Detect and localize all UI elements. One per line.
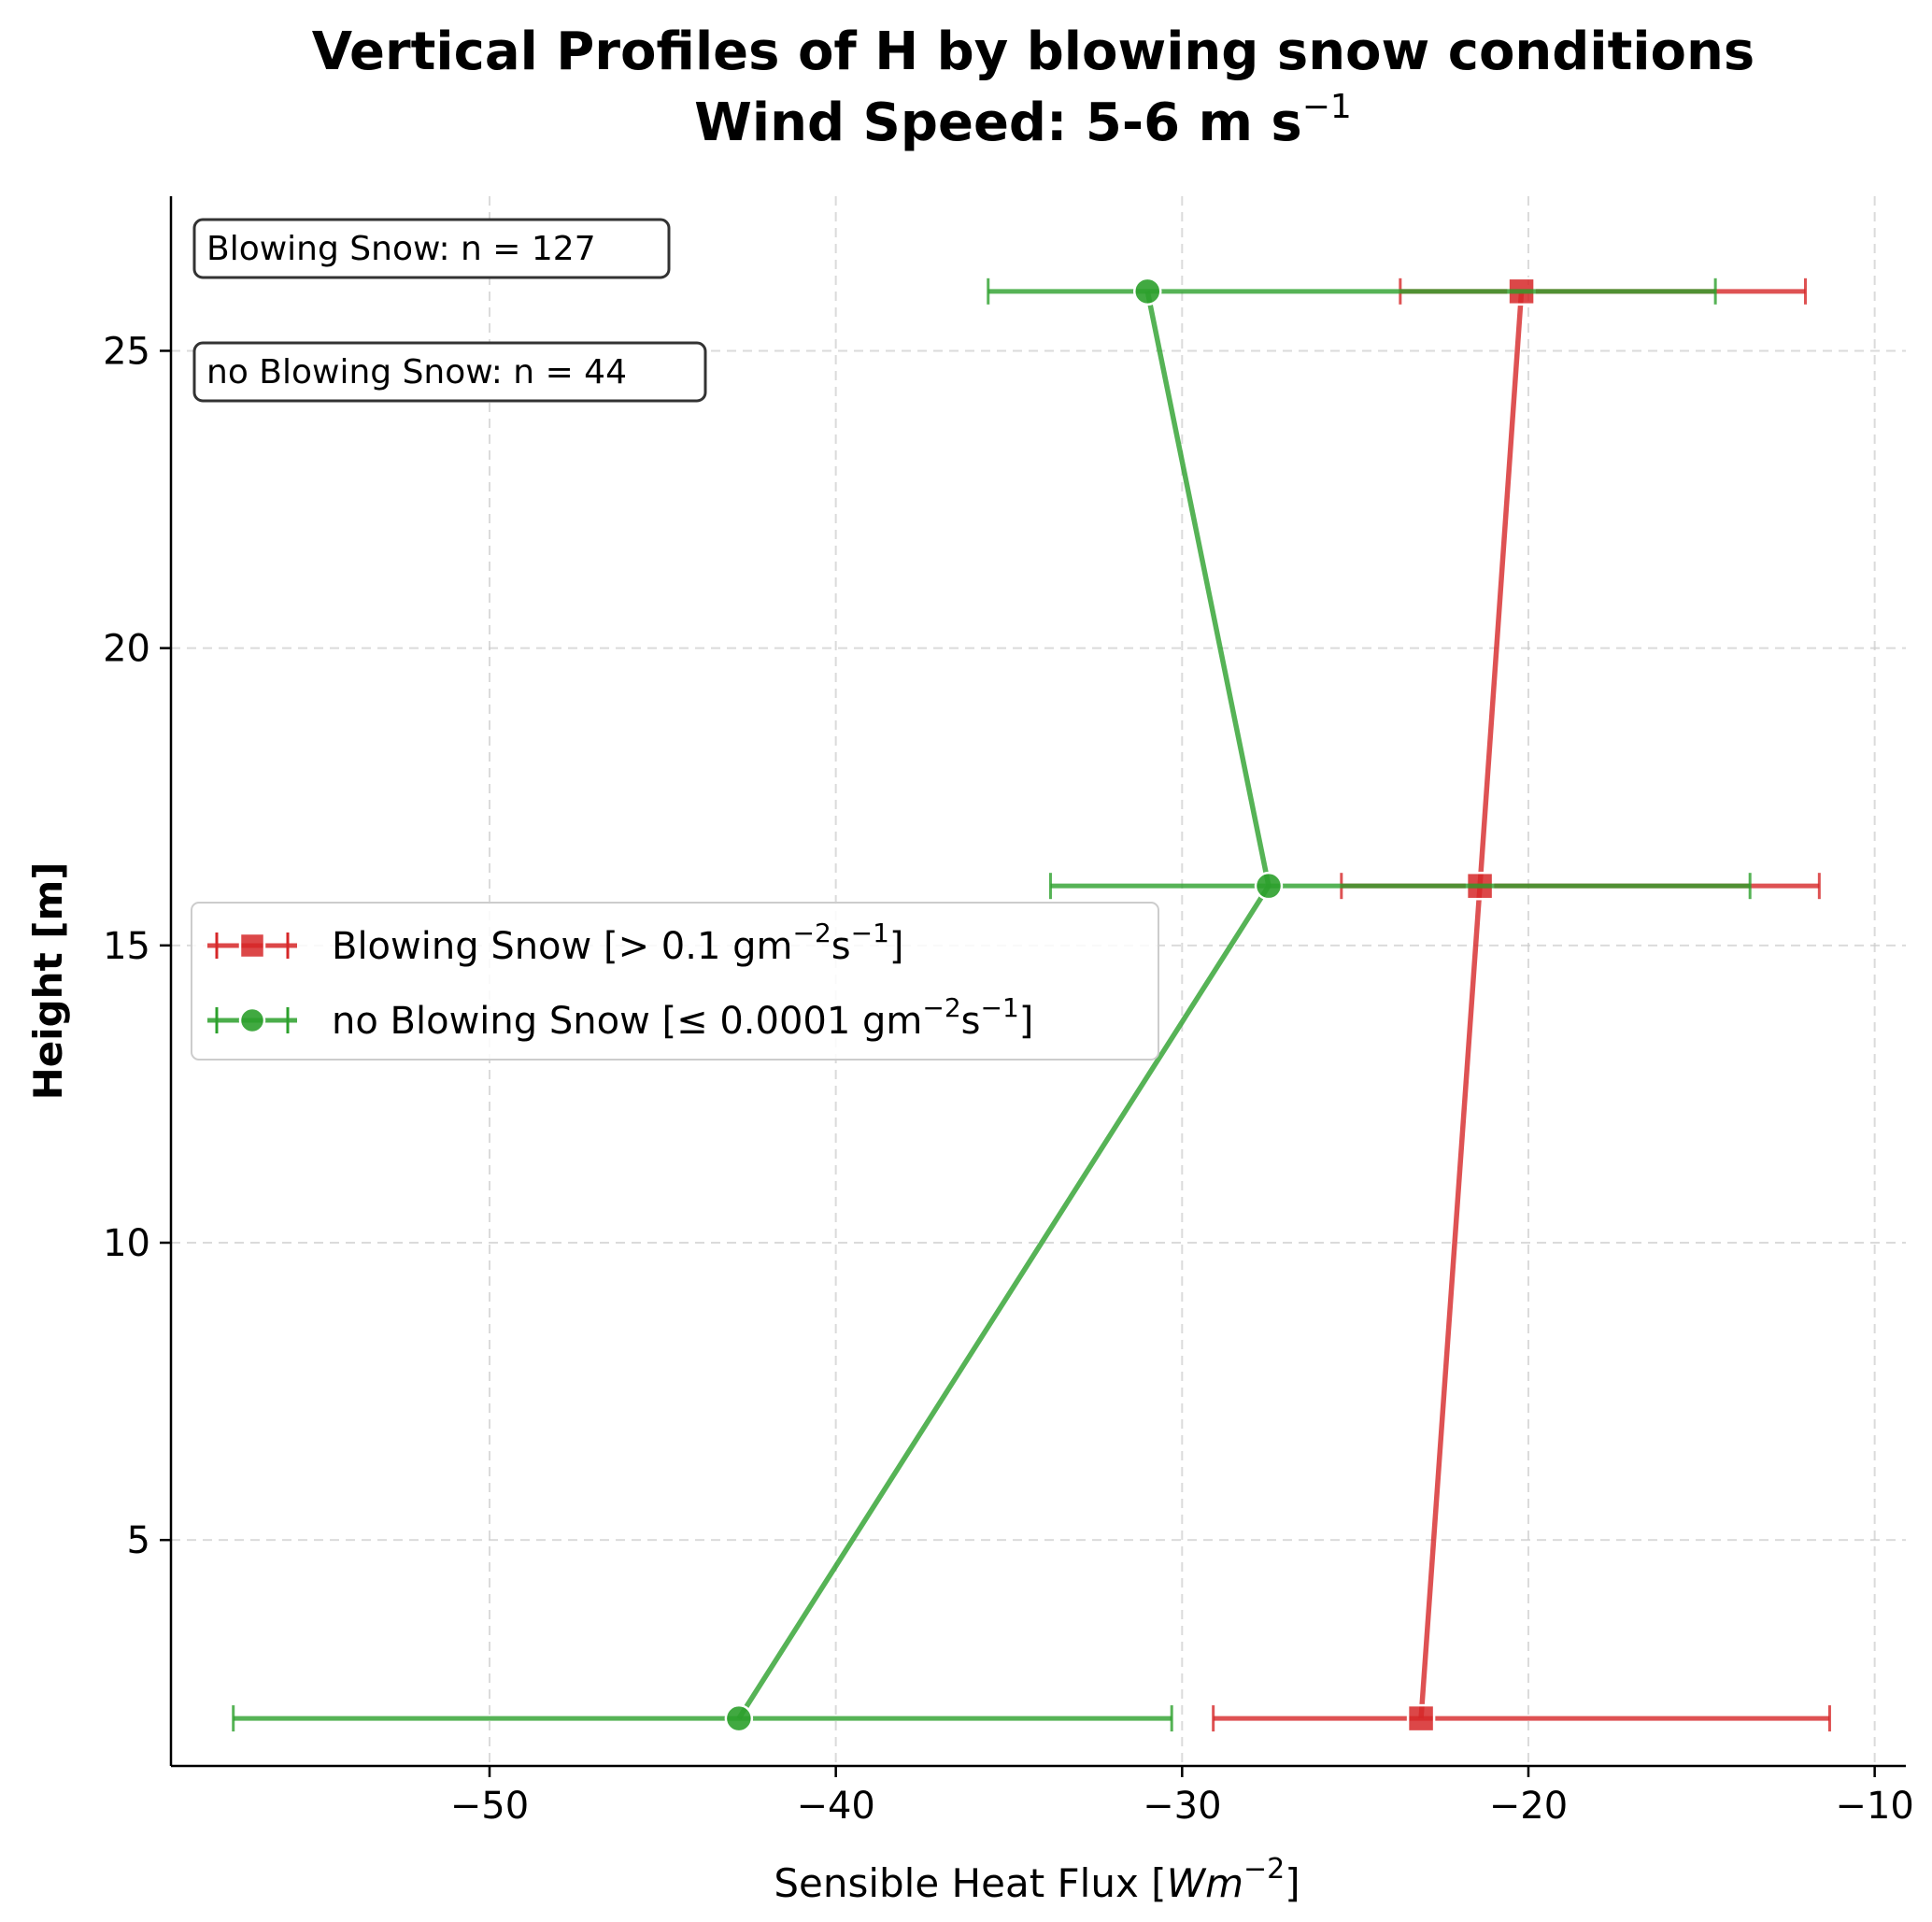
legend-label-end: ] [889,925,904,968]
legend-symbol [238,1006,266,1034]
y-tick-label: 10 [103,1222,150,1265]
x-tick-label: −50 [450,1785,529,1828]
legend-label-mid: s [961,1000,981,1043]
x-axis-label-end: ] [1285,1860,1300,1906]
chart-title-line2-main: Wind Speed: 5-6 m s [694,93,1302,153]
series-blowing-snow [1212,277,1831,1733]
series-layer [232,277,1831,1733]
x-tick-label: −20 [1489,1785,1568,1828]
legend-label-end: ] [1019,1000,1034,1043]
y-axis-label: Height [m] [25,862,71,1101]
legend-label-sup1: −2 [922,992,960,1023]
legend-item-no-blowing-snow: no Blowing Snow [≤ 0.0001 gm−2s−1] [207,992,1033,1043]
profile-line [1418,291,1525,1719]
legend-symbol [238,932,266,960]
y-tick-label: 20 [103,628,150,671]
x-tick-label: −10 [1835,1785,1913,1828]
legend-marker-blowing-snow [207,932,297,960]
data-point [1133,277,1162,306]
x-axis-label-italic: Wm [1167,1860,1243,1906]
x-ticks: −50 −40 −30 −20 −10 [450,1766,1914,1828]
y-tick-label: 5 [127,1519,150,1562]
annotation-text: Blowing Snow: n = 127 [206,230,596,268]
annotation-box [192,218,671,279]
legend-label-sup2: −1 [851,918,889,948]
annotation-text: no Blowing Snow: n = 44 [206,353,627,392]
x-tick-label: −40 [796,1785,874,1828]
chart-title-line2: Wind Speed: 5-6 m s−1 [694,88,1352,153]
data-point [724,1703,754,1733]
legend-frame [191,902,1159,1061]
annotation-blowing-snow: Blowing Snow: n = 127 [192,218,671,279]
y-tick-label: 25 [103,330,150,373]
chart-title-line1: Vertical Profiles of H by blowing snow c… [312,21,1754,82]
data-point [1406,1703,1436,1733]
legend-label-prefix: no Blowing Snow [≤ 0.0001 gm [332,1000,922,1043]
legend-label-sup2: −1 [981,992,1019,1023]
x-axis-label-main: Sensible Heat Flux [ [774,1860,1166,1906]
legend-label-no-blowing-snow: no Blowing Snow [≤ 0.0001 gm−2s−1] [332,992,1033,1043]
legend-label-sup1: −2 [792,918,831,948]
legend-label-mid: s [831,925,851,968]
series-no-blowing-snow [232,277,1752,1733]
legend: Blowing Snow [> 0.1 gm−2s−1] no Blowing … [191,902,1159,1061]
y-ticks: 5 10 15 20 25 [103,330,171,1562]
legend-marker-no-blowing-snow [207,1006,297,1034]
x-tick-label: −30 [1143,1785,1221,1828]
legend-item-blowing-snow: Blowing Snow [> 0.1 gm−2s−1] [207,918,904,968]
x-axis-label-sup: −2 [1243,1853,1285,1886]
legend-label-prefix: Blowing Snow [> 0.1 gm [332,925,792,968]
y-tick-label: 15 [103,925,150,968]
x-axis-label: Sensible Heat Flux [Wm−2] [774,1853,1300,1906]
chart-title-line2-sup: −1 [1302,88,1352,126]
annotation-no-blowing-snow: no Blowing Snow: n = 44 [192,341,707,403]
legend-label-blowing-snow: Blowing Snow [> 0.1 gm−2s−1] [332,918,904,968]
data-point [1254,871,1284,901]
annotation-box [192,341,707,403]
